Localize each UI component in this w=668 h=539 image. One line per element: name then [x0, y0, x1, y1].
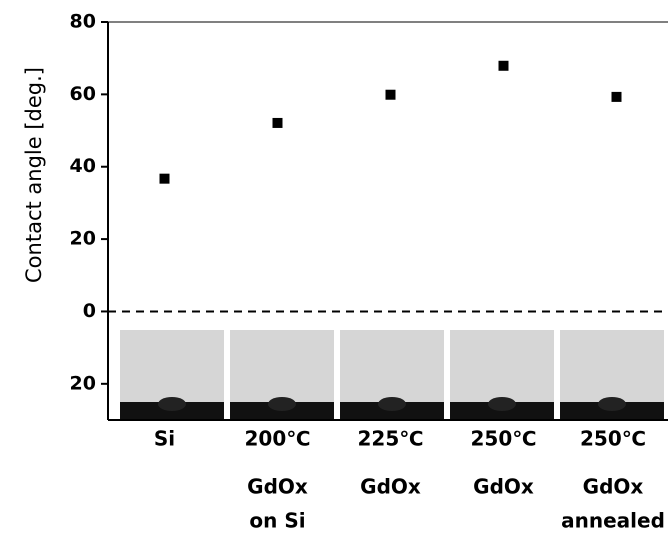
x-tick-label: annealed [561, 509, 665, 533]
x-tick-label: GdOx [583, 475, 644, 499]
point [611, 91, 622, 102]
x-tick-label: Si [154, 427, 175, 451]
point [272, 117, 283, 128]
droplet [488, 397, 516, 411]
droplet [268, 397, 296, 411]
droplet [598, 397, 626, 411]
point [498, 60, 509, 71]
x-tick-label: GdOx [473, 475, 534, 499]
droplet [158, 397, 186, 411]
y-tick-label: 60 [70, 83, 96, 105]
x-tick-label: 250℃ [471, 427, 537, 451]
x-tick-label: 225℃ [358, 427, 424, 451]
y-axis-label: Contact angle [deg.] [22, 67, 46, 283]
y-tick-label: 40 [70, 155, 96, 177]
y-tick-label: 20 [70, 372, 96, 394]
y-tick-label: 80 [70, 11, 96, 33]
y-tick-label: 0 [83, 300, 96, 322]
droplet [378, 397, 406, 411]
x-tick-label: 200℃ [245, 427, 311, 451]
x-tick-label: 250℃ [580, 427, 646, 451]
point [385, 89, 396, 100]
x-tick-label: on Si [249, 509, 305, 533]
x-tick-label: GdOx [360, 475, 421, 499]
y-tick-label: 20 [70, 228, 96, 250]
x-tick-label: GdOx [247, 475, 308, 499]
point [159, 173, 170, 184]
